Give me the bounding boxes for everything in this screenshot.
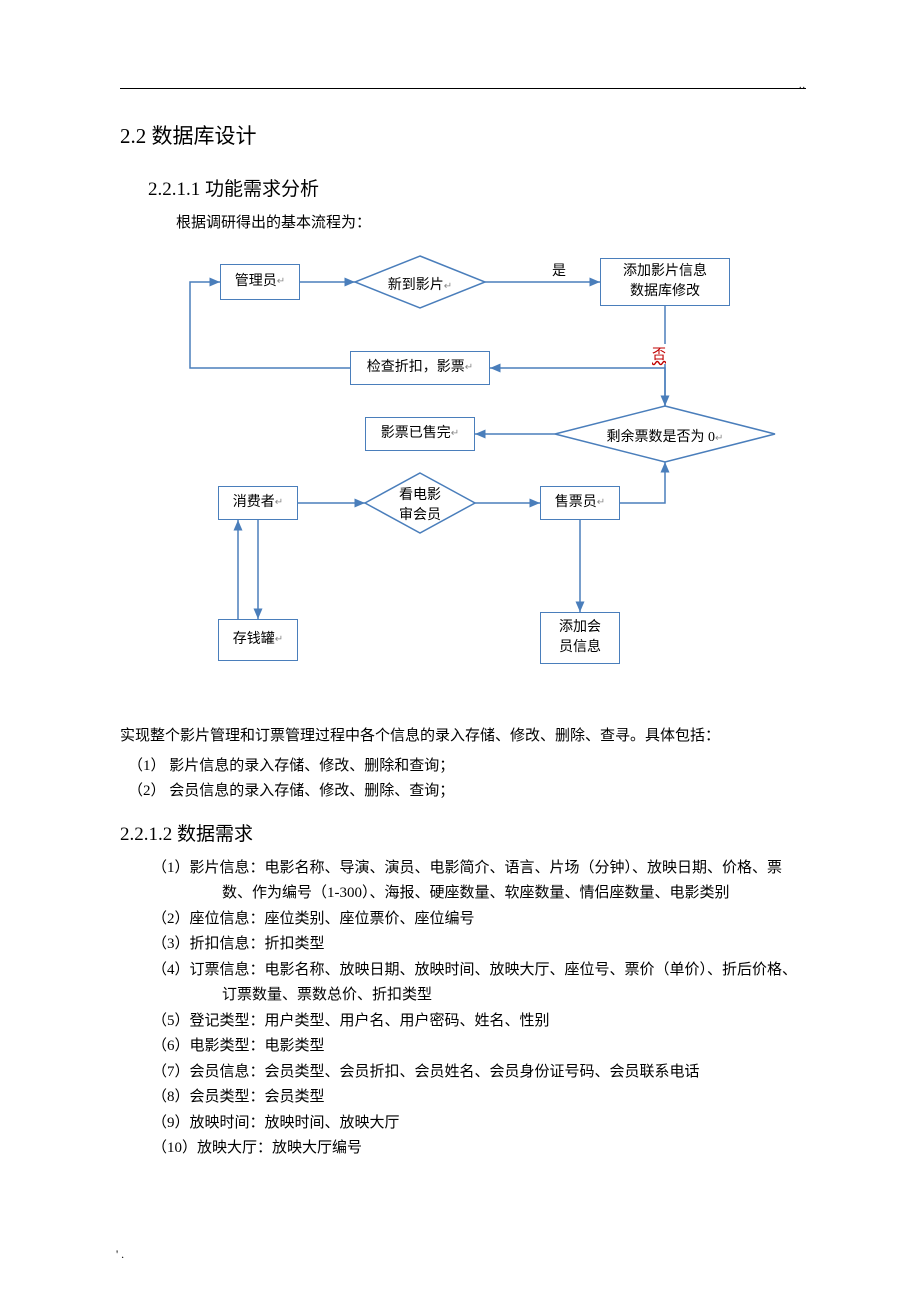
section-heading: 2.2 数据库设计 — [120, 120, 800, 150]
data-item-1: （1）影片信息：电影名称、导演、演员、电影简介、语言、片场（分钟）、放映日期、价… — [152, 856, 800, 907]
node-consumer: 消费者↵ — [218, 486, 298, 520]
node-seller: 售票员↵ — [540, 486, 620, 520]
data-item-2: （2）座位信息：座位类别、座位票价、座位编号 — [152, 907, 800, 933]
flowchart-diagram: 管理员↵ 新到影片↵ 添加影片信息 数据库修改 检查折扣，影票↵ 影票已售完↵ … — [160, 254, 840, 694]
node-add-member: 添加会 员信息 — [540, 612, 620, 664]
node-add-film: 添加影片信息 数据库修改 — [600, 258, 730, 306]
data-item-5: （5）登记类型：用户类型、用户名、用户密码、姓名、性别 — [152, 1009, 800, 1035]
data-item-9: （9）放映时间：放映时间、放映大厅 — [152, 1111, 800, 1137]
intro-text: 根据调研得出的基本流程为： — [176, 211, 800, 232]
summary-item-1: （1） 影片信息的录入存储、修改、删除和查询； — [128, 754, 800, 780]
data-item-4: （4）订票信息：电影名称、放映日期、放映时间、放映大厅、座位号、票价（单价）、折… — [152, 958, 800, 1009]
node-new-film: 新到影片↵ — [385, 274, 455, 294]
summary-item-2: （2） 会员信息的录入存储、修改、删除、查询； — [128, 779, 800, 805]
node-remain: 剩余票数是否为 0↵ — [600, 426, 730, 446]
label-no: 否 — [652, 344, 666, 364]
header-rule — [120, 88, 806, 89]
node-sold-out: 影票已售完↵ — [365, 417, 475, 451]
summary-text: 实现整个影片管理和订票管理过程中各个信息的录入存储、修改、删除、查寻。具体包括： — [120, 724, 800, 750]
node-admin: 管理员↵ — [220, 264, 300, 300]
node-check: 检查折扣，影票↵ — [350, 351, 490, 385]
data-item-10: （10）放映大厅：放映大厅编号 — [152, 1136, 800, 1162]
node-watch: 看电影 审会员 — [390, 486, 450, 525]
data-item-3: （3）折扣信息：折扣类型 — [152, 932, 800, 958]
data-item-8: （8）会员类型：会员类型 — [152, 1085, 800, 1111]
subsection-2-heading: 2.2.1.2 数据需求 — [120, 819, 800, 846]
page-content: 2.2 数据库设计 2.2.1.1 功能需求分析 根据调研得出的基本流程为： — [0, 0, 920, 1202]
data-item-7: （7）会员信息：会员类型、会员折扣、会员姓名、会员身份证号码、会员联系电话 — [152, 1060, 800, 1086]
subsection-1-heading: 2.2.1.1 功能需求分析 — [148, 174, 800, 201]
footer-mark: ' . — [116, 1247, 124, 1262]
label-yes: 是 — [552, 260, 566, 280]
node-piggy: 存钱罐↵ — [218, 619, 298, 661]
header-dots: .. — [799, 80, 806, 91]
data-item-6: （6）电影类型：电影类型 — [152, 1034, 800, 1060]
